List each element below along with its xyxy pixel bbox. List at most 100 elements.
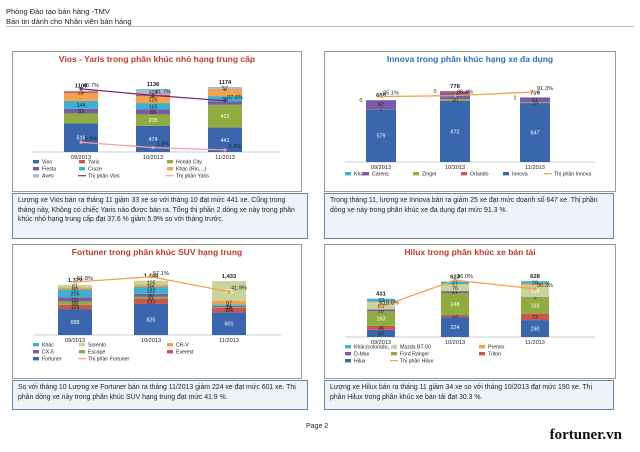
bar-value-label: 144: [77, 103, 86, 109]
bar-value-label: 2: [380, 107, 383, 113]
bar-segment: [134, 293, 168, 297]
legend-label: CR-V: [176, 343, 189, 349]
legend-swatch: [345, 352, 351, 356]
bar-segment: [64, 93, 98, 101]
bar-segment: [212, 306, 246, 308]
share-value-label: 57.1%: [153, 271, 169, 277]
bar-segment: [441, 291, 469, 293]
legend-swatch: [167, 160, 173, 164]
share-value-label: 91.3%: [537, 86, 553, 92]
bar-segment: [440, 100, 470, 162]
bar-total-label: 1174: [219, 80, 232, 86]
share-point: [73, 280, 77, 284]
legend-label: Mazda BT-50: [400, 345, 431, 351]
bar-value-label: 601: [225, 322, 234, 328]
bar-value-label: 1: [514, 95, 517, 101]
bar-value-label: 441: [221, 138, 230, 144]
bar-value-label: 80: [378, 331, 384, 337]
bar-segment: [441, 293, 469, 316]
bar-segment: [208, 86, 242, 89]
bar-segment: [521, 297, 549, 314]
share-point: [79, 87, 83, 91]
bar-segment: [58, 287, 92, 290]
bar-total-label: 1138: [147, 82, 160, 88]
bar-segment: [212, 307, 246, 313]
legend-label: Triton: [488, 352, 501, 358]
legend-label: Cruze: [88, 167, 102, 173]
bar-segment: [64, 91, 98, 94]
bar-segment: [136, 114, 170, 126]
bar-segment: [58, 301, 92, 305]
chart-title-vios: Vios - Yaris trong phân khúc nhỏ hạng tr…: [58, 54, 256, 64]
legend-label: Innova: [512, 172, 528, 178]
legend-label: Sorento: [88, 343, 106, 349]
bar-value-label: 33: [378, 298, 384, 304]
bar-value-label: 474: [149, 137, 158, 143]
bar-value-label: 61: [72, 284, 78, 290]
share-value-label: 18.6%: [383, 301, 399, 307]
bar-segment: [64, 108, 98, 114]
legend-label: CX-5: [42, 350, 54, 356]
bar-value-label: 131: [147, 299, 156, 305]
x-tick-label: 09/2013: [65, 338, 85, 344]
share-value-label: 41.7%: [155, 89, 171, 95]
bar-segment: [136, 88, 170, 95]
bar-value-label: 248: [451, 302, 460, 308]
bar-value-label: 130: [531, 289, 540, 295]
bar-value-label: 125: [149, 98, 158, 104]
description-hilux: Lượng xe Hilux bán ra tháng 11 giảm 34 x…: [324, 380, 614, 410]
bar-segment: [366, 109, 396, 162]
legend-label: Khác: [42, 343, 54, 349]
bar-segment: [521, 285, 549, 297]
legend-label: Thị phần Hilux: [400, 359, 434, 365]
bar-value-label: 115: [149, 104, 158, 110]
bar-segment: [367, 325, 395, 330]
bar-value-label: 21: [452, 290, 458, 296]
x-tick-label: 10/2013: [143, 155, 163, 161]
bar-value-label: 516: [77, 136, 86, 142]
legend-label: Ford Ranger: [400, 352, 429, 358]
bar-segment: [134, 303, 168, 335]
bar-segment: [441, 281, 469, 285]
bar-segment: [212, 304, 246, 306]
bar-segment: [136, 109, 170, 115]
header-line-2: Bản tin dành cho Nhân viên bán hàng: [6, 17, 132, 26]
share-value-label: 51.8%: [77, 276, 93, 282]
chart-title-fortuner: Fortuner trong phân khúc SUV hạng trung: [71, 247, 243, 257]
bar-value-label: 23: [452, 314, 458, 320]
bar-value-label: 6: [224, 87, 227, 93]
bar-segment: [134, 284, 168, 287]
legend-swatch: [79, 167, 85, 171]
bar-segment: [367, 311, 395, 326]
x-tick-label: 11/2013: [525, 340, 545, 346]
bar-segment: [212, 300, 246, 305]
bar-value-label: 89: [72, 301, 78, 307]
legend-label: Thị phần Yaris: [176, 174, 209, 180]
legend-label: Fiesta: [42, 167, 56, 173]
bar-value-label: 579: [377, 134, 386, 140]
bar-segment: [440, 91, 470, 93]
bar-value-label: 46: [378, 326, 384, 332]
legend-swatch: [345, 172, 351, 176]
bar-segment: [441, 317, 469, 337]
legend-swatch: [461, 172, 467, 176]
bar-segment: [367, 301, 395, 303]
share-value-label: 86.4%: [457, 90, 473, 96]
share-point: [79, 140, 83, 144]
bar-segment: [134, 280, 168, 285]
legend-label: Khác(colorado,....): [354, 345, 397, 351]
bar-value-label: 83: [78, 109, 84, 115]
bar-segment: [58, 309, 92, 335]
legend-swatch: [79, 350, 85, 354]
bar-segment: [212, 312, 246, 335]
bar-segment: [440, 98, 470, 101]
bar-segment: [58, 284, 92, 288]
bar-value-label: 97: [378, 103, 384, 109]
legend-swatch: [391, 352, 397, 356]
bar-segment: [521, 281, 549, 284]
chart-vios: 5168314428110809/20134742058911512527103…: [33, 80, 281, 180]
bar-total-label: 628: [530, 274, 540, 280]
bar-segment: [64, 123, 98, 152]
x-tick-label: 09/2013: [371, 165, 391, 171]
bar-value-label: 28: [78, 90, 84, 96]
